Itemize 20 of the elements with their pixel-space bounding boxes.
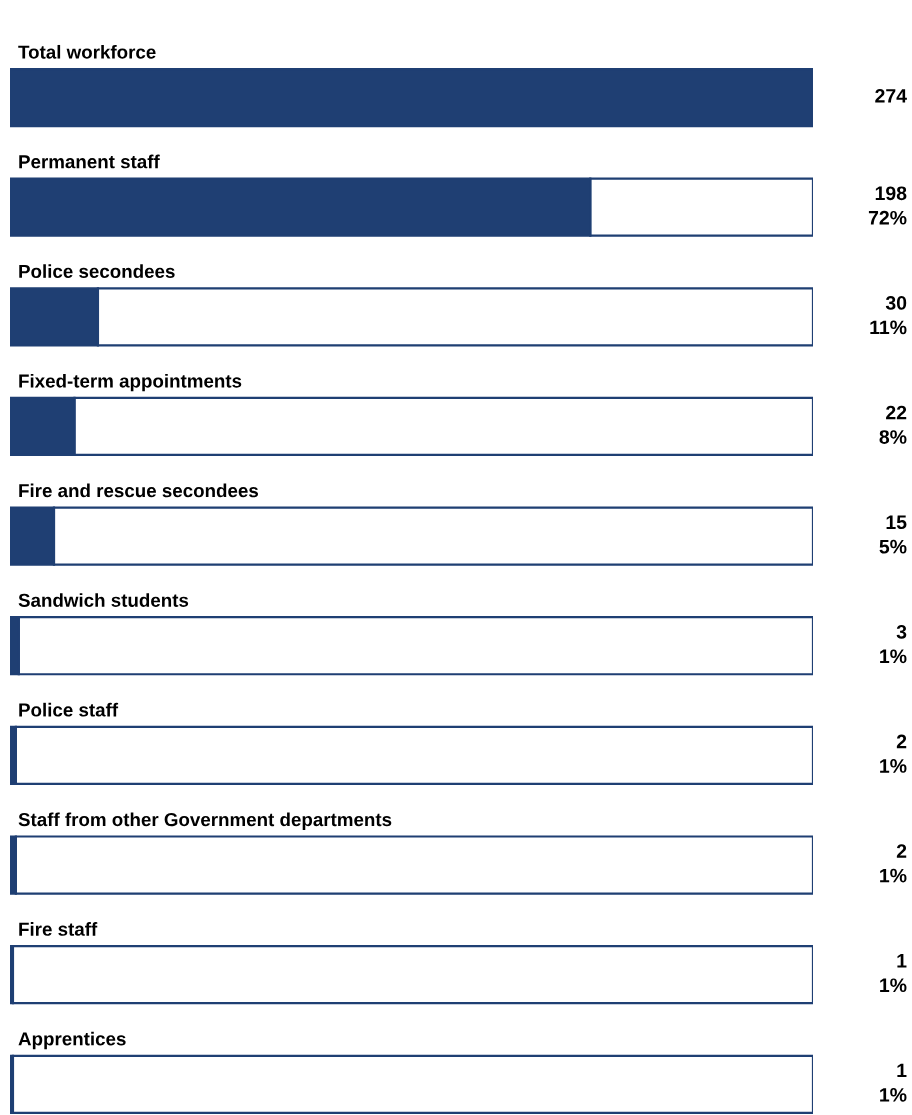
y-tick-label: Fire and rescue secondees bbox=[19, 483, 258, 498]
data-label: 1 1% bbox=[880, 954, 907, 993]
data-label: 198 72% bbox=[868, 186, 907, 225]
y-tick-label: Permanent staff bbox=[19, 154, 160, 169]
data-label: 30 11% bbox=[870, 296, 907, 335]
y-tick-label: Apprentices bbox=[18, 1031, 126, 1050]
y-tick-label: Sandwich students bbox=[18, 593, 189, 607]
data-label: 22 8% bbox=[879, 405, 907, 444]
data-label: 1 1% bbox=[880, 1063, 907, 1102]
data-label: 2 1% bbox=[880, 844, 907, 883]
data-label: 3 1% bbox=[880, 624, 907, 664]
y-tick-label: Police staff bbox=[19, 702, 119, 717]
data-label: 15 5% bbox=[879, 515, 907, 554]
y-tick-label: Fixed-term appointments bbox=[19, 373, 242, 392]
y-tick-label: Staff from other Government departments bbox=[18, 812, 392, 830]
y-tick-label: Total workforce bbox=[18, 44, 156, 59]
y-tick-label: Fire staff bbox=[19, 922, 98, 936]
data-label: 2 1% bbox=[880, 734, 907, 773]
y-tick-label: Police secondees bbox=[19, 264, 175, 279]
data-label: 274 bbox=[875, 88, 907, 103]
